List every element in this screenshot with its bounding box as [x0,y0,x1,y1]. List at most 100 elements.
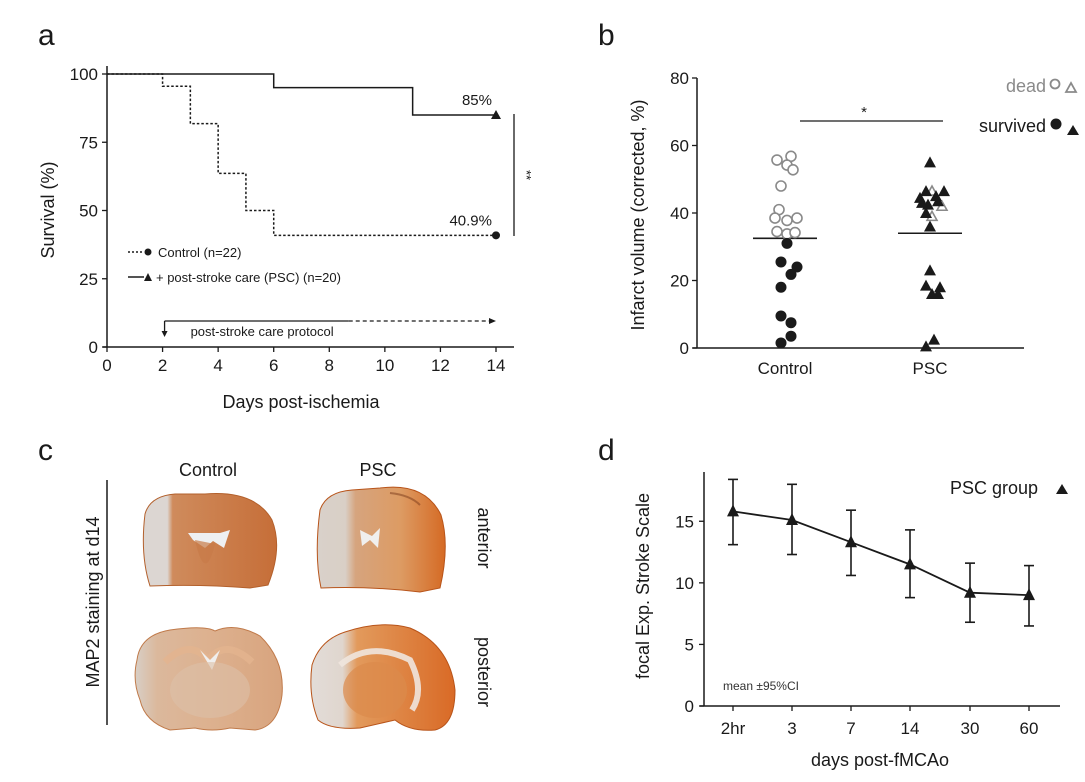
y-tick-label: 75 [79,133,98,152]
panel-letter-a: a [38,19,55,52]
data-point-survived [775,310,787,322]
x-tick-label: 2hr [721,719,746,738]
legend-label-psc: + post-stroke care (PSC) (n=20) [156,270,341,285]
significance-bracket: * [800,104,943,122]
endpoint-marker-control [492,231,500,240]
y-tick-label: 100 [70,65,98,84]
legend-marker-psc [144,273,152,281]
data-point-survived [932,288,944,299]
legend-marker-psc-group [1056,484,1068,494]
column-label-psc: PSC [359,460,396,480]
x-tick-label: 30 [961,719,980,738]
legend-marker-control [144,248,152,256]
data-point-survived [775,281,787,293]
data-point-survived [920,185,932,197]
x-tick-label: 6 [269,356,278,375]
panel-letter-d: d [598,434,615,467]
legend-label-psc-group: PSC group [950,478,1038,498]
x-tick-label: 4 [213,356,222,375]
data-point-psc-group [964,585,976,598]
protocol-label: post-stroke care protocol [191,324,334,339]
x-tick-label: 0 [102,356,111,375]
survival-curve-control [107,73,496,237]
legend-label-survived: survived [979,116,1046,136]
y-tick-label: 20 [670,272,689,291]
legend-marker-dead-circle [1049,78,1061,90]
data-point-survived [785,268,797,280]
ventricle [360,528,380,548]
data-point-survived [785,317,797,329]
legend: dead survived [979,76,1079,136]
y-tick-label: 60 [670,137,689,156]
data-point-survived [791,261,803,273]
legend-marker-survived-triangle [1067,125,1079,135]
data-point-dead [787,164,799,176]
y-tick-label: 40 [670,204,689,223]
data-point-survived [781,237,793,249]
panel-d: d focal Exp. Stroke Scale days post-fMCA… [598,434,1068,770]
data-point-survived [775,337,787,349]
legend-marker-dead-triangle [1064,81,1078,93]
y-tick-label: 10 [675,574,694,593]
data-point-survived [922,198,934,210]
data-point-dead [771,154,783,166]
end-label-psc: 85% [462,92,492,109]
data-point-survived [775,256,787,268]
series-line-psc-group [732,510,1030,597]
significance-star: * [861,104,867,121]
data-point-survived [924,264,936,276]
panel-b: b Infarct volume (corrected, %) 0 20 40 60 8… [598,19,1079,378]
data-point-survived [920,340,932,352]
legend: Control (n=22) + post-stroke care (PSC) … [128,245,341,285]
data-point-psc-group [786,513,798,526]
panel-a: a Survival (%) Days post-ischemia 0 25 50 7… [38,19,534,412]
y-tick-label: 25 [79,270,98,289]
data-point-psc-group [904,557,916,570]
x-tick-label: 2 [158,356,167,375]
row-label-anterior: anterior [474,507,494,568]
row-title: MAP2 staining at d14 [83,516,103,687]
brain-section-psc-posterior [310,624,456,731]
data-point-dead [789,226,801,239]
data-point-survived [934,281,946,293]
data-point-survived [938,185,950,197]
y-tick-label: 0 [680,339,689,358]
legend-marker-survived-circle [1050,118,1062,130]
legend-label-control: Control (n=22) [158,245,241,260]
y-tick-label: 50 [79,202,98,221]
x-tick-label: 14 [487,356,506,375]
data-point-survived [928,333,940,345]
x-axis-title: Days post-ischemia [222,392,380,412]
ci-annotation: mean ±95%CI [723,679,799,693]
y-tick-label: 80 [670,69,689,88]
panel-letter-b: b [598,19,615,52]
data-point-dead [771,225,783,238]
data-point-psc-group [845,535,857,548]
significance-bracket: ** [513,114,534,236]
data-point-survived [785,330,797,342]
column-label-control: Control [179,460,237,480]
protocol-annotation: post-stroke care protocol [161,318,496,339]
data-point-survived [924,156,936,168]
protocol-end-arrowhead [489,318,496,324]
protocol-start-arrowhead [161,331,168,337]
survival-curve-psc [107,73,496,116]
data-point-psc-group [1023,588,1035,601]
data-point-survived [924,220,936,232]
data-point-survived [932,195,944,207]
x-axis-title: days post-fMCAo [811,750,949,770]
y-axis-title: Survival (%) [38,161,58,258]
y-axis-title: focal Exp. Stroke Scale [633,493,653,679]
x-tick-label: 7 [846,719,855,738]
data-point-survived [920,279,932,291]
x-tick-label: 12 [431,356,450,375]
x-tick-label: 14 [901,719,920,738]
end-label-control: 40.9% [449,212,492,229]
legend-label-dead: dead [1006,76,1046,96]
data-point-psc-group [727,504,739,517]
y-tick-label: 15 [675,512,694,531]
row-label-posterior: posterior [474,637,494,707]
brain-section-psc-anterior [316,486,446,593]
x-tick-label: 60 [1020,719,1039,738]
